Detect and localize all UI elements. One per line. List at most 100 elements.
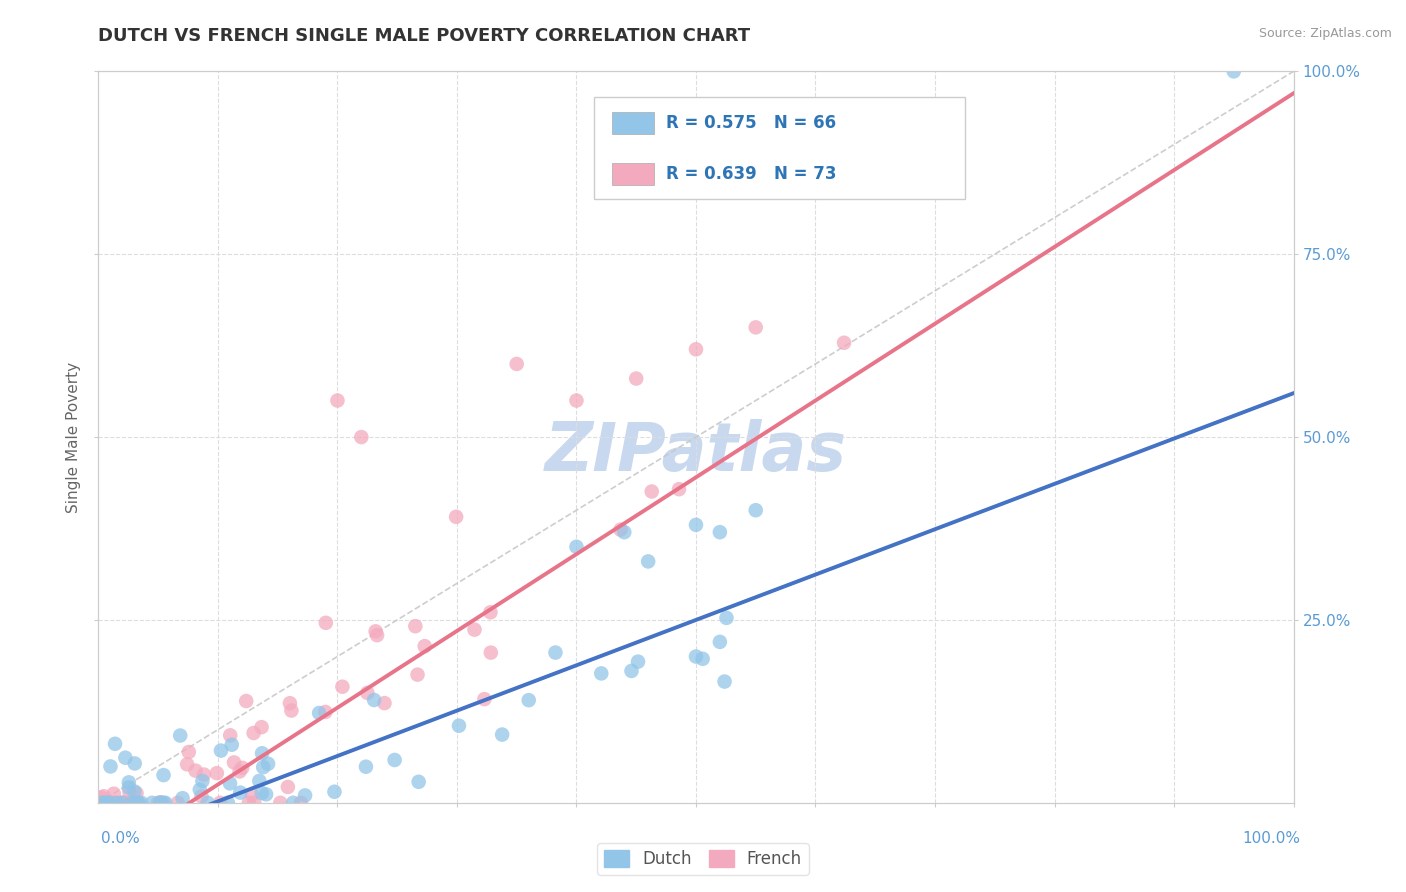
Point bbox=[190, 789, 212, 804]
Point bbox=[149, 796, 172, 810]
Point bbox=[100, 796, 122, 810]
Point bbox=[247, 773, 270, 788]
Point bbox=[100, 796, 122, 810]
Point bbox=[517, 693, 540, 707]
Point bbox=[98, 796, 121, 810]
Point bbox=[479, 646, 502, 660]
Point bbox=[627, 655, 650, 669]
Point bbox=[209, 796, 232, 810]
Point bbox=[250, 786, 273, 800]
Point bbox=[243, 796, 266, 810]
Point bbox=[166, 796, 188, 810]
Point bbox=[121, 796, 143, 810]
Point bbox=[685, 649, 707, 664]
Point bbox=[93, 796, 115, 810]
Point bbox=[219, 776, 242, 790]
Point bbox=[97, 796, 120, 810]
Point bbox=[172, 791, 194, 805]
Point bbox=[127, 796, 149, 810]
Text: R = 0.575   N = 66: R = 0.575 N = 66 bbox=[666, 113, 837, 131]
Point bbox=[384, 753, 406, 767]
Point bbox=[118, 775, 141, 789]
Point bbox=[193, 767, 215, 781]
Point bbox=[111, 796, 134, 810]
Point bbox=[474, 692, 496, 706]
Point bbox=[205, 766, 228, 780]
Point bbox=[103, 787, 125, 801]
Point bbox=[354, 760, 377, 774]
Point bbox=[254, 787, 277, 801]
Point bbox=[127, 796, 149, 810]
Point bbox=[176, 757, 198, 772]
Point bbox=[103, 796, 125, 810]
Point bbox=[294, 789, 316, 803]
Point bbox=[626, 371, 648, 385]
Point bbox=[250, 746, 273, 760]
Point bbox=[404, 619, 426, 633]
Point bbox=[637, 554, 659, 568]
Point bbox=[125, 786, 148, 800]
Point bbox=[112, 796, 135, 810]
Point bbox=[100, 759, 122, 773]
Point bbox=[117, 796, 139, 810]
Point bbox=[93, 789, 115, 804]
Text: DUTCH VS FRENCH SINGLE MALE POVERTY CORRELATION CHART: DUTCH VS FRENCH SINGLE MALE POVERTY CORR… bbox=[98, 27, 751, 45]
Point bbox=[112, 796, 135, 810]
Point bbox=[363, 693, 385, 707]
Point bbox=[149, 796, 172, 810]
Text: 0.0%: 0.0% bbox=[101, 831, 141, 846]
Point bbox=[146, 796, 169, 810]
Point bbox=[240, 788, 263, 802]
Point bbox=[373, 696, 395, 710]
Point bbox=[124, 784, 146, 798]
Point bbox=[184, 764, 207, 778]
Point bbox=[209, 743, 232, 757]
Legend: Dutch, French: Dutch, French bbox=[598, 843, 808, 875]
Bar bbox=[613, 112, 654, 134]
Point bbox=[217, 796, 239, 810]
Point bbox=[832, 335, 855, 350]
Point bbox=[491, 728, 513, 742]
Point bbox=[105, 796, 128, 810]
Point bbox=[277, 780, 299, 794]
Point bbox=[96, 796, 118, 810]
Point bbox=[231, 761, 253, 775]
Point bbox=[114, 750, 136, 764]
Point bbox=[281, 796, 304, 810]
Point bbox=[326, 393, 349, 408]
Point bbox=[709, 525, 731, 540]
Point bbox=[152, 768, 174, 782]
Point bbox=[709, 635, 731, 649]
Point bbox=[250, 720, 273, 734]
Point bbox=[242, 726, 264, 740]
Point bbox=[91, 796, 114, 810]
Point bbox=[1222, 64, 1246, 78]
Point bbox=[463, 623, 485, 637]
Point bbox=[124, 796, 146, 810]
Point bbox=[668, 482, 690, 496]
Point bbox=[124, 756, 146, 771]
Point bbox=[332, 680, 354, 694]
Point bbox=[150, 796, 173, 810]
Point bbox=[228, 764, 250, 779]
Point bbox=[591, 666, 613, 681]
Point bbox=[118, 785, 141, 799]
Point bbox=[290, 796, 312, 810]
Point bbox=[685, 343, 707, 357]
Point bbox=[323, 785, 346, 799]
Point bbox=[609, 523, 631, 537]
Point bbox=[444, 509, 467, 524]
Text: R = 0.639   N = 73: R = 0.639 N = 73 bbox=[666, 165, 837, 183]
Point bbox=[685, 517, 707, 532]
Point bbox=[110, 796, 132, 810]
Point bbox=[308, 706, 330, 720]
Point bbox=[257, 756, 280, 771]
Point bbox=[613, 525, 636, 540]
Point bbox=[565, 393, 588, 408]
Point bbox=[229, 786, 252, 800]
Point bbox=[197, 796, 219, 810]
Point bbox=[149, 796, 172, 810]
Point bbox=[150, 796, 173, 810]
Point bbox=[406, 667, 429, 681]
Point bbox=[219, 728, 242, 742]
